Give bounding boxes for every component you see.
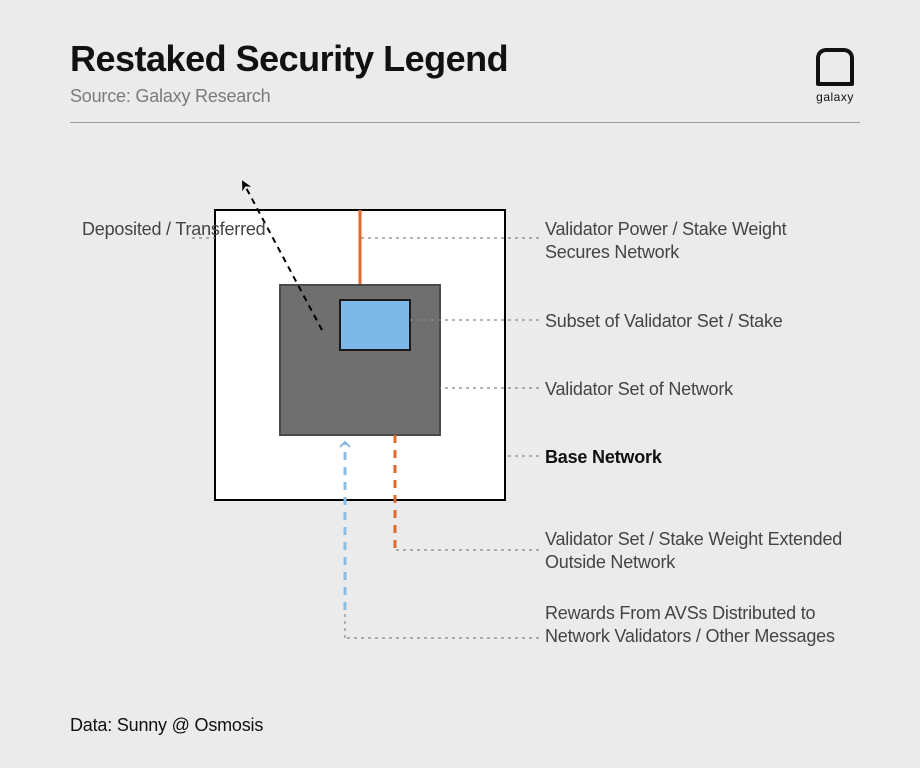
- brand: galaxy: [810, 48, 860, 104]
- legend-label: Validator Set of Network: [545, 378, 845, 401]
- legend-label: Subset of Validator Set / Stake: [545, 310, 845, 333]
- page-title: Restaked Security Legend: [70, 38, 508, 80]
- subset-box: [340, 300, 410, 350]
- diagram-area: Deposited / Transferred Validator Power /…: [0, 140, 920, 700]
- page-footer: Data: Sunny @ Osmosis: [70, 715, 263, 736]
- legend-label: Rewards From AVSs Distributed to Network…: [545, 602, 845, 649]
- legend-label: Validator Set / Stake Weight Extended Ou…: [545, 528, 845, 575]
- legend-label: Validator Power / Stake Weight Secures N…: [545, 218, 845, 265]
- page: Restaked Security Legend Source: Galaxy …: [0, 0, 920, 768]
- legend-label: Base Network: [545, 446, 845, 469]
- page-source: Source: Galaxy Research: [70, 86, 271, 107]
- galaxy-logo-icon: [816, 48, 854, 86]
- header-divider: [70, 122, 860, 123]
- brand-label: galaxy: [810, 90, 860, 104]
- legend-label: Deposited / Transferred: [82, 218, 266, 241]
